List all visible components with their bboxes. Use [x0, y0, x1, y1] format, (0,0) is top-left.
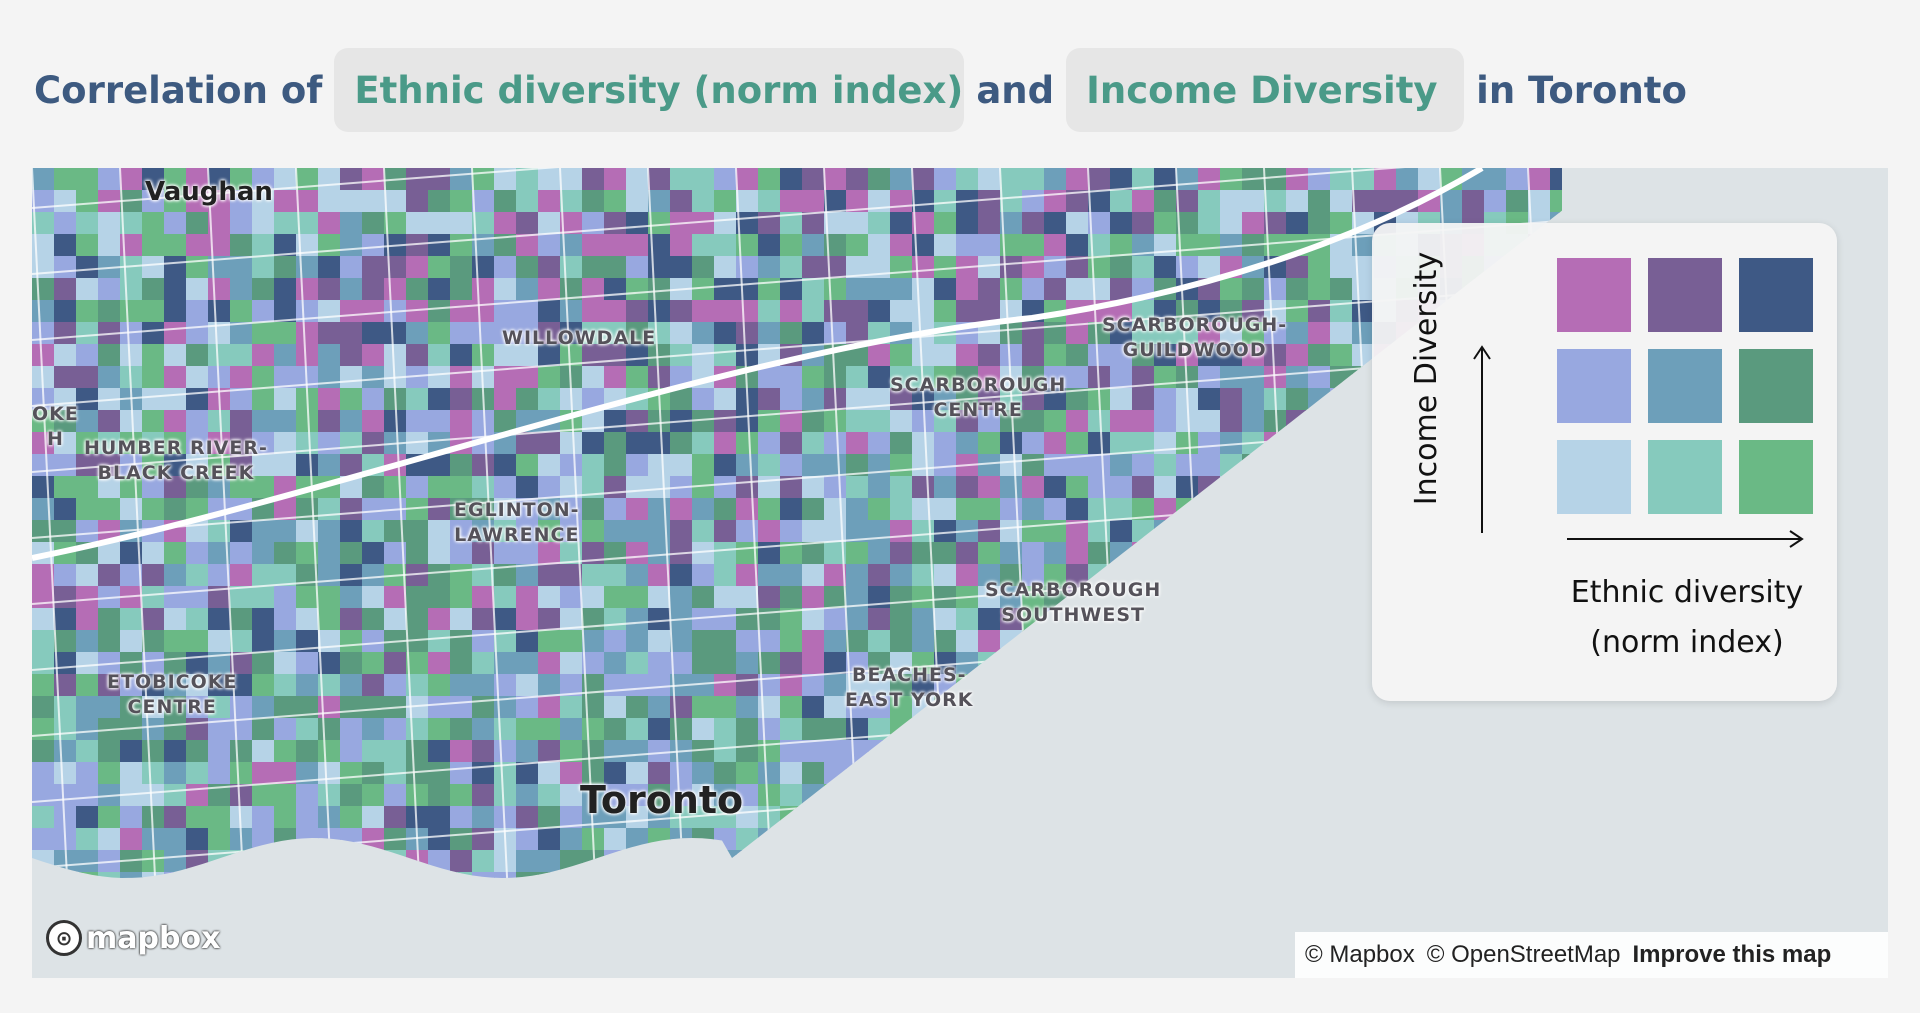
place-label-scarborough-centre: SCARBOROUGH CENTRE [890, 374, 1067, 421]
legend-swatch-2-2 [1739, 440, 1813, 514]
mapbox-logo-text: mapbox [86, 920, 221, 956]
map-attribution: © Mapbox © OpenStreetMap Improve this ma… [1295, 932, 1888, 978]
legend-x-label-line1: Ethnic diversity [1570, 575, 1804, 610]
place-label-scarborough-southwest: SCARBOROUGH SOUTHWEST [985, 579, 1162, 626]
attribution-osm-link[interactable]: © OpenStreetMap [1426, 941, 1621, 968]
attribution-mapbox-link[interactable]: © Mapbox [1305, 941, 1415, 968]
legend-x-label-line2: (norm index) [1590, 625, 1784, 660]
legend-swatch-1-0 [1557, 349, 1631, 423]
title-connector: and [976, 68, 1055, 112]
place-label-toronto: Toronto [580, 778, 744, 822]
legend-swatch-1-1 [1648, 349, 1722, 423]
map-land-tracts [32, 168, 1562, 978]
legend-swatch-2-0 [1557, 440, 1631, 514]
legend-y-label: Income Diversity [1409, 251, 1445, 505]
place-label-oke: OKE H [32, 403, 79, 450]
legend-swatch-2-1 [1648, 440, 1722, 514]
income-diversity-select-value: Income Diversity [1086, 68, 1438, 112]
place-label-willowdale: WILLOWDALE [502, 327, 657, 349]
choropleth-map[interactable]: Vaughan WILLOWDALE OKE H HUMBER RIVER- B… [32, 168, 1888, 978]
bivariate-legend: Income Diversity Ethnic diversity (norm … [1372, 223, 1837, 701]
title-bar: Correlation of Ethnic diversity (norm in… [32, 48, 1689, 132]
title-suffix: in Toronto [1476, 68, 1687, 112]
legend-swatch-0-2 [1739, 258, 1813, 332]
place-label-humber-river: HUMBER RIVER- BLACK CREEK [84, 437, 268, 484]
legend-arrows [1473, 345, 1804, 548]
legend-swatch-0-1 [1648, 258, 1722, 332]
mapbox-logo[interactable]: ⊙ mapbox [46, 920, 220, 956]
legend-swatch-0-0 [1557, 258, 1631, 332]
improve-map-link[interactable]: Improve this map [1632, 941, 1832, 968]
legend-x-label: Ethnic diversity (norm index) [1547, 568, 1827, 668]
title-prefix: Correlation of [34, 68, 323, 112]
place-label-beaches: BEACHES- EAST YORK [845, 664, 974, 711]
legend-swatch-1-2 [1739, 349, 1813, 423]
mapbox-logo-icon: ⊙ [46, 920, 82, 956]
place-label-scarborough-guildwood: SCARBOROUGH- GUILDWOOD [1102, 314, 1288, 361]
income-diversity-select[interactable]: Income Diversity [1066, 48, 1465, 132]
place-label-vaughan: Vaughan [145, 177, 273, 207]
ethnic-diversity-select-value: Ethnic diversity (norm index) [354, 68, 964, 112]
place-label-etobicoke: ETOBICOKE CENTRE [107, 671, 238, 718]
ethnic-diversity-select[interactable]: Ethnic diversity (norm index) [334, 48, 965, 132]
legend-color-grid [1557, 258, 1814, 515]
place-label-eglinton: EGLINTON- LAWRENCE [454, 499, 580, 546]
